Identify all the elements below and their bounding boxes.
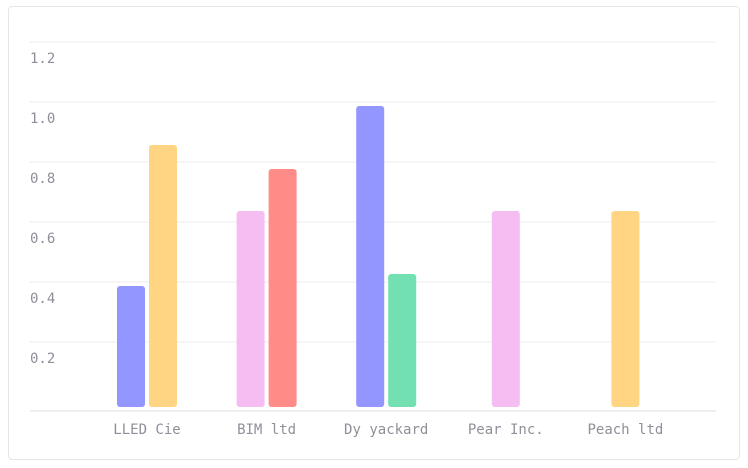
bar [117,286,145,407]
x-tick-label: BIM ltd [237,422,296,438]
x-tick-label: Dy yackard [344,422,428,438]
x-tick-label: Peach ltd [587,422,663,438]
y-axis-ticks: 0.2 0.4 0.6 0.8 1.0 1.2 [30,51,55,367]
y-tick-label: 1.2 [30,51,55,67]
bars [117,106,640,407]
bar [491,211,520,407]
y-tick-label: 0.8 [30,171,55,187]
bar [236,211,265,407]
y-tick-label: 0.6 [30,231,55,247]
y-tick-label: 0.4 [30,291,55,307]
bar [388,274,417,407]
bar [611,211,640,407]
bar [149,145,177,407]
bar [268,169,297,407]
x-tick-label: LLED Cie [113,422,180,438]
y-tick-label: 0.2 [30,351,55,367]
bar [356,106,385,407]
y-tick-label: 1.0 [30,111,55,127]
x-axis-ticks: LLED Cie BIM ltd Dy yackard Pear Inc. Peach … [113,422,663,438]
x-tick-label: Pear Inc. [468,422,544,438]
